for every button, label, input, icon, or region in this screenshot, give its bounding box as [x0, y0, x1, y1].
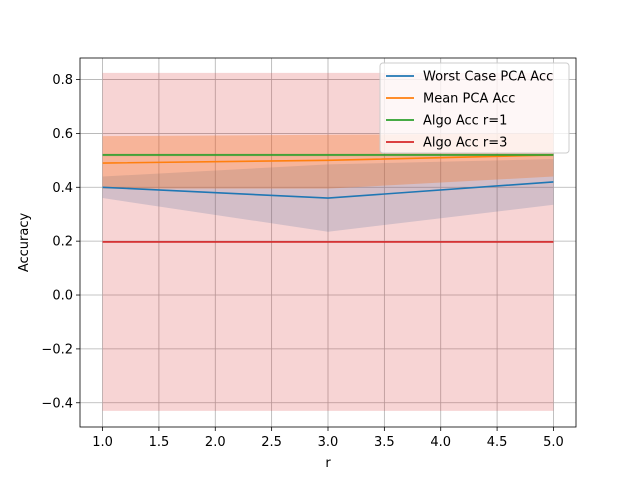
axis-ticks: 1.0 1.5 2.0 2.5 3.0 3.5 4.0 4.5 5.0 −0.4 −0.2 0.0 0.… — [41, 73, 563, 450]
legend-label-3: Algo Acc r=3 — [423, 136, 507, 151]
x-tick-label: 1.5 — [149, 435, 170, 450]
x-tick-label: 2.0 — [205, 435, 226, 450]
x-tick-label: 4.0 — [430, 435, 451, 450]
x-tick-label: 5.0 — [543, 435, 564, 450]
legend-box — [379, 62, 570, 154]
x-tick-label: 4.5 — [487, 435, 508, 450]
line-series-0 — [102, 181, 554, 199]
band-series-0 — [102, 159, 554, 232]
y-tick-label: 0.4 — [52, 181, 73, 196]
x-tick-label: 3.5 — [374, 435, 395, 450]
y-tick-label: 0.8 — [52, 73, 73, 88]
line-series-1 — [102, 154, 554, 164]
legend: Worst Case PCA Acc Mean PCA Acc Algo Acc r… — [379, 62, 570, 154]
x-axis-label: r — [325, 456, 331, 471]
series-lines — [102, 154, 554, 243]
legend-label-0: Worst Case PCA Acc — [423, 70, 553, 85]
legend-label-2: Algo Acc r=1 — [423, 114, 507, 129]
x-tick-label: 3.0 — [318, 435, 339, 450]
y-axis-label: Accuracy — [17, 213, 32, 273]
x-tick-label: 1.0 — [92, 435, 113, 450]
x-tick-label: 2.5 — [261, 435, 282, 450]
y-tick-label: −0.4 — [41, 396, 73, 411]
y-tick-label: 0.2 — [52, 235, 73, 250]
y-tick-label: −0.2 — [41, 342, 73, 357]
legend-label-1: Mean PCA Acc — [423, 92, 515, 107]
y-tick-label: 0.0 — [52, 289, 73, 304]
y-tick-label: 0.6 — [52, 127, 73, 142]
